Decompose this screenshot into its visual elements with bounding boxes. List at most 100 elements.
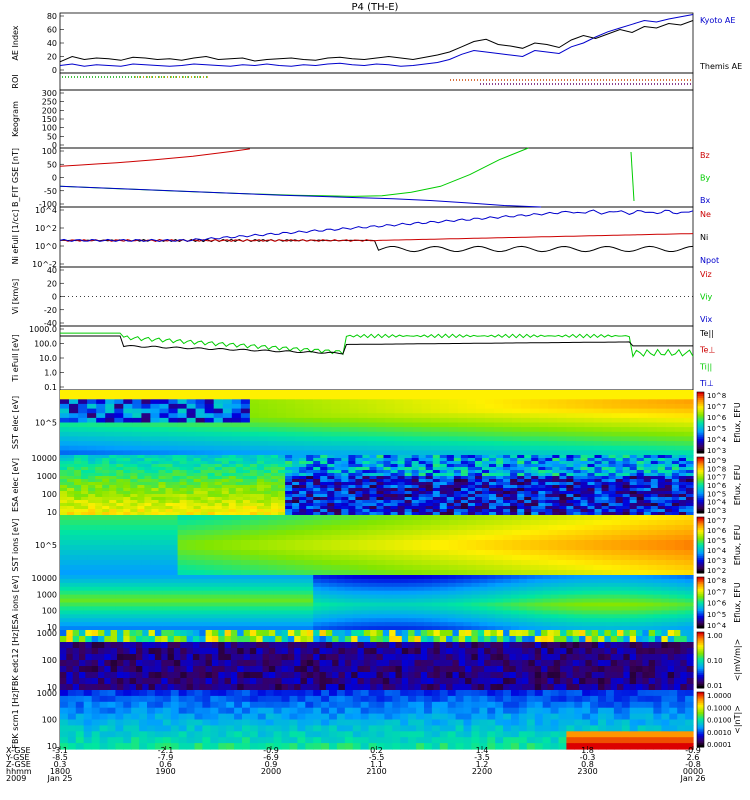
esa-electron-spectrogram-cell [235,476,244,480]
esa-ion-spectrogram-cell [392,598,401,604]
esa-ion-spectrogram-cell [447,602,457,607]
esa-electron-spectrogram-cell [517,512,525,516]
esa-electron-spectrogram-cell [383,458,392,462]
esa-ion-spectrogram-cell [526,614,536,619]
esa-ion-spectrogram-cell [606,582,615,588]
esa-ion-spectrogram-cell [60,618,69,623]
esa-electron-spectrogram-cell [686,470,694,474]
esa-ion-spectrogram-cell [107,606,116,611]
esa-ion-spectrogram-cell [186,598,196,604]
sst-ion-spectrogram-cell [168,520,179,526]
sst-ion-spectrogram-cell [168,565,179,571]
esa-electron-spectrogram-cell [425,485,434,489]
sst-ion-spectrogram-cell [656,520,667,526]
sst-ion-spectrogram-cell [485,515,495,521]
sst-electron-spectrogram-cell [304,422,314,428]
esa-electron-spectrogram-cell [285,509,293,513]
esa-electron-spectrogram-cell [362,500,370,504]
esa-electron-spectrogram-cell [102,479,110,483]
esa-electron-spectrogram-cell [376,506,385,510]
esa-ion-spectrogram-cell [479,610,488,615]
esa-ion-spectrogram-cell [574,606,583,611]
sst-ion-spectrogram-cell [557,545,567,551]
sst-ion-spectrogram-cell [684,550,694,556]
fbk-edc12-spectrogram-cell [117,666,124,673]
fbk-edc12-spectrogram-cell [98,684,105,691]
esa-ion-spectrogram-cell [281,598,290,604]
sst-ion-spectrogram-cell [240,515,251,521]
esa-ion-spectrogram-cell [518,578,528,584]
esa-electron-spectrogram-cell [552,500,560,504]
esa-ion-spectrogram-cell [653,610,662,615]
esa-electron-spectrogram-cell [102,509,110,513]
sst-electron-spectrogram-cell [665,390,676,396]
sst-electron-spectrogram-cell [620,450,631,456]
sst-electron-spectrogram-cell [647,436,658,442]
esa-ion-spectrogram-cell [218,590,227,596]
sst-electron-spectrogram-cell [358,390,368,396]
esa-electron-spectrogram-cell [200,482,209,486]
sst-electron-spectrogram-cell [277,394,287,400]
esa-electron-spectrogram-cell [376,488,385,492]
esa-electron-spectrogram-cell [299,503,307,507]
sst-ion-spectrogram-cell [177,560,188,566]
sst-ion-spectrogram-cell [340,540,350,546]
esa-electron-spectrogram-cell [531,506,539,510]
esa-electron-spectrogram-cell [334,506,342,510]
esa-electron-spectrogram-cell [453,473,462,477]
esa-ion-spectrogram-cell [621,622,631,627]
sst-ion-spectrogram-cell [159,540,170,546]
sst-electron-spectrogram-cell [421,431,432,437]
esa-electron-spectrogram-cell [664,458,673,462]
esa-electron-spectrogram-cell [306,476,314,480]
sst-electron-spectrogram-cell [295,427,305,433]
sst-electron-spectrogram-cell [530,441,540,447]
esa-electron-spectrogram-cell [538,464,546,468]
esa-electron-spectrogram-cell [193,467,202,471]
esa-ion-spectrogram-cell [162,626,172,631]
fbk-edc12-spectrogram-cell [104,648,112,655]
sst-ion-spectrogram-cell [213,535,224,541]
esa-ion-spectrogram-cell [99,586,109,592]
sst-electron-spectrogram-cell [159,403,170,410]
sst-electron-spectrogram-cell [476,394,486,400]
sst-ion-spectrogram-cell [494,535,504,541]
sst-ion-spectrogram-cell [349,545,359,551]
esa-ion-spectrogram-cell [344,582,354,588]
esa-electron-spectrogram-cell [249,509,258,513]
sst-ion-spectrogram-cell [349,555,359,561]
esa-electron-spectrogram-cell [524,512,532,516]
sst-ion-spectrogram-cell [638,535,649,541]
fbk-edc12-spectrogram-cell [60,678,67,685]
panel-frame-roi [59,72,694,91]
sst-ion-spectrogram-cell [684,515,694,521]
esa-ion-spectrogram-cell [147,626,156,631]
esa-electron-spectrogram-cell [594,458,603,462]
esa-electron-spectrogram-cell [158,455,167,459]
esa-ion-spectrogram-cell [479,622,488,627]
esa-electron-spectrogram-cell [432,497,441,501]
sst-electron-spectrogram-cell [674,417,685,424]
esa-ion-spectrogram-cell [511,598,520,604]
esa-ion-spectrogram-cell [91,586,101,592]
legend-item-Viy: Viy [700,293,713,302]
esa-electron-spectrogram-cell [242,485,251,489]
esa-ion-spectrogram-cell [313,578,322,584]
esa-electron-spectrogram-cell [109,476,117,480]
esa-electron-spectrogram-cell [545,494,553,498]
sst-electron-spectrogram-cell [78,431,88,437]
esa-electron-spectrogram-cell [580,482,589,486]
esa-ion-spectrogram-cell [344,578,354,584]
sst-electron-spectrogram-cell [304,431,314,437]
esa-ion-spectrogram-cell [653,606,662,611]
sst-electron-spectrogram-cell [114,441,124,447]
esa-electron-spectrogram-cell [74,458,82,462]
sst-electron-spectrogram-cell [331,445,341,451]
esa-electron-spectrogram-cell [650,500,659,504]
esa-electron-spectrogram-cell [446,494,455,498]
esa-ion-spectrogram-cell [107,598,116,604]
esa-electron-spectrogram-cell [256,482,265,486]
esa-electron-spectrogram-cell [186,461,195,465]
esa-ion-spectrogram-cell [431,610,441,615]
sst-electron-spectrogram-cell [521,408,531,414]
